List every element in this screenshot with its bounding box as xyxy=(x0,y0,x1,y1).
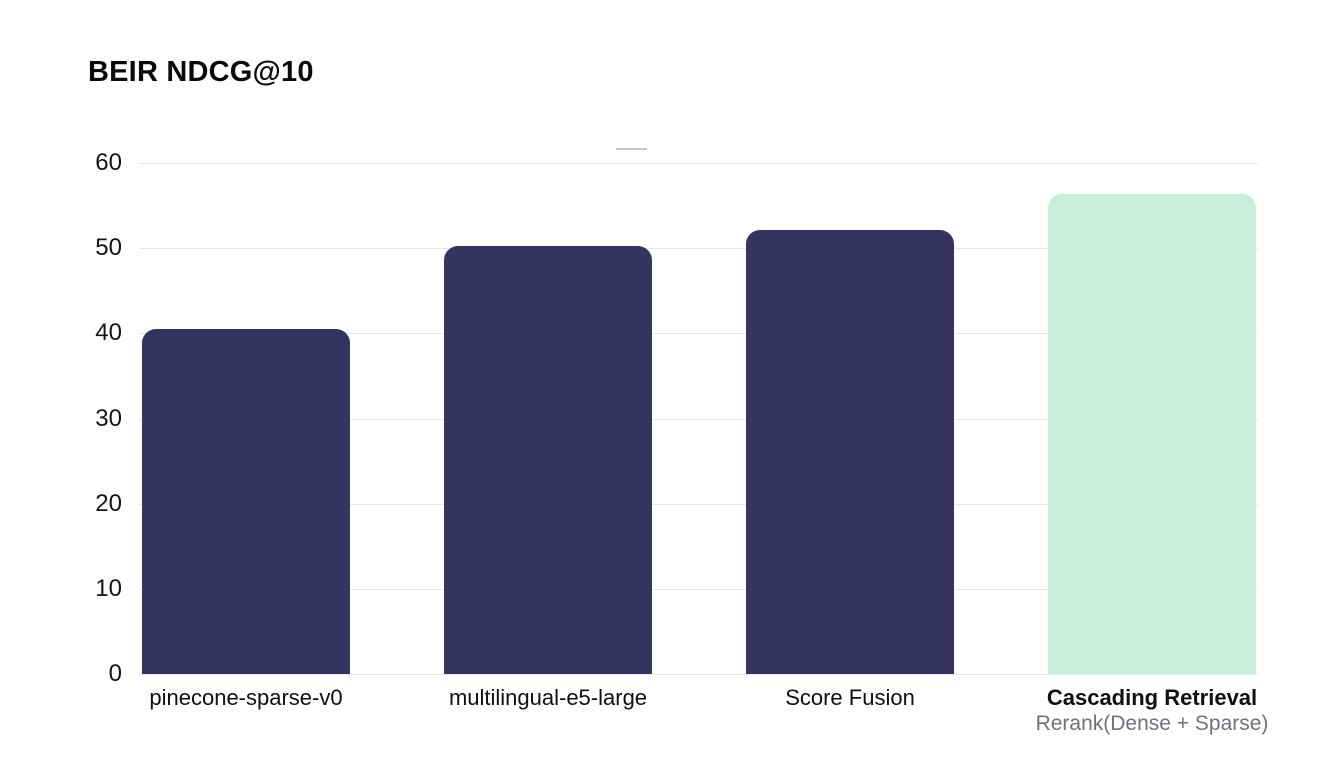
x-category-label-text: Score Fusion xyxy=(785,685,915,710)
gridline-y-10 xyxy=(139,588,1258,590)
gridline-y-50 xyxy=(139,248,1258,250)
x-category-label-3: Score Fusion xyxy=(690,684,1010,711)
y-tick-label-0: 0 xyxy=(108,660,122,687)
bar-multilingual-e5-large xyxy=(444,245,652,674)
bar-pinecone-sparse-v0 xyxy=(142,329,350,674)
x-category-label-text: multilingual-e5-large xyxy=(448,685,648,710)
y-tick-label-40: 40 xyxy=(95,319,122,347)
bar-cascading-retrieval xyxy=(1048,193,1256,674)
y-tick-label-10: 10 xyxy=(95,574,122,602)
x-category-label-1: pinecone-sparse-v0 xyxy=(86,684,406,711)
gridline-y-0 xyxy=(139,674,1258,675)
gridline-y-30 xyxy=(139,418,1258,420)
x-category-subtitle: Rerank(Dense + Sparse) xyxy=(1035,712,1269,735)
stray-dash-mark xyxy=(616,148,647,150)
x-category-label-2: multilingual-e5-large xyxy=(388,684,708,711)
gridline-y-40 xyxy=(139,333,1258,335)
y-tick-label-50: 50 xyxy=(95,234,122,262)
y-tick-label-20: 20 xyxy=(95,489,122,517)
chart-title: BEIR NDCG@10 xyxy=(88,56,314,88)
gridline-y-20 xyxy=(139,503,1258,505)
y-tick-label-30: 30 xyxy=(95,404,122,432)
y-tick-label-60: 60 xyxy=(95,149,122,176)
gridline-y-60 xyxy=(139,163,1258,164)
x-category-label-text: pinecone-sparse-v0 xyxy=(149,685,343,710)
bar-score-fusion xyxy=(746,230,954,674)
x-category-label-text: Cascading Retrieval xyxy=(1046,685,1258,710)
x-category-label-4: Cascading Retrieval Rerank(Dense + Sparse… xyxy=(992,684,1312,737)
